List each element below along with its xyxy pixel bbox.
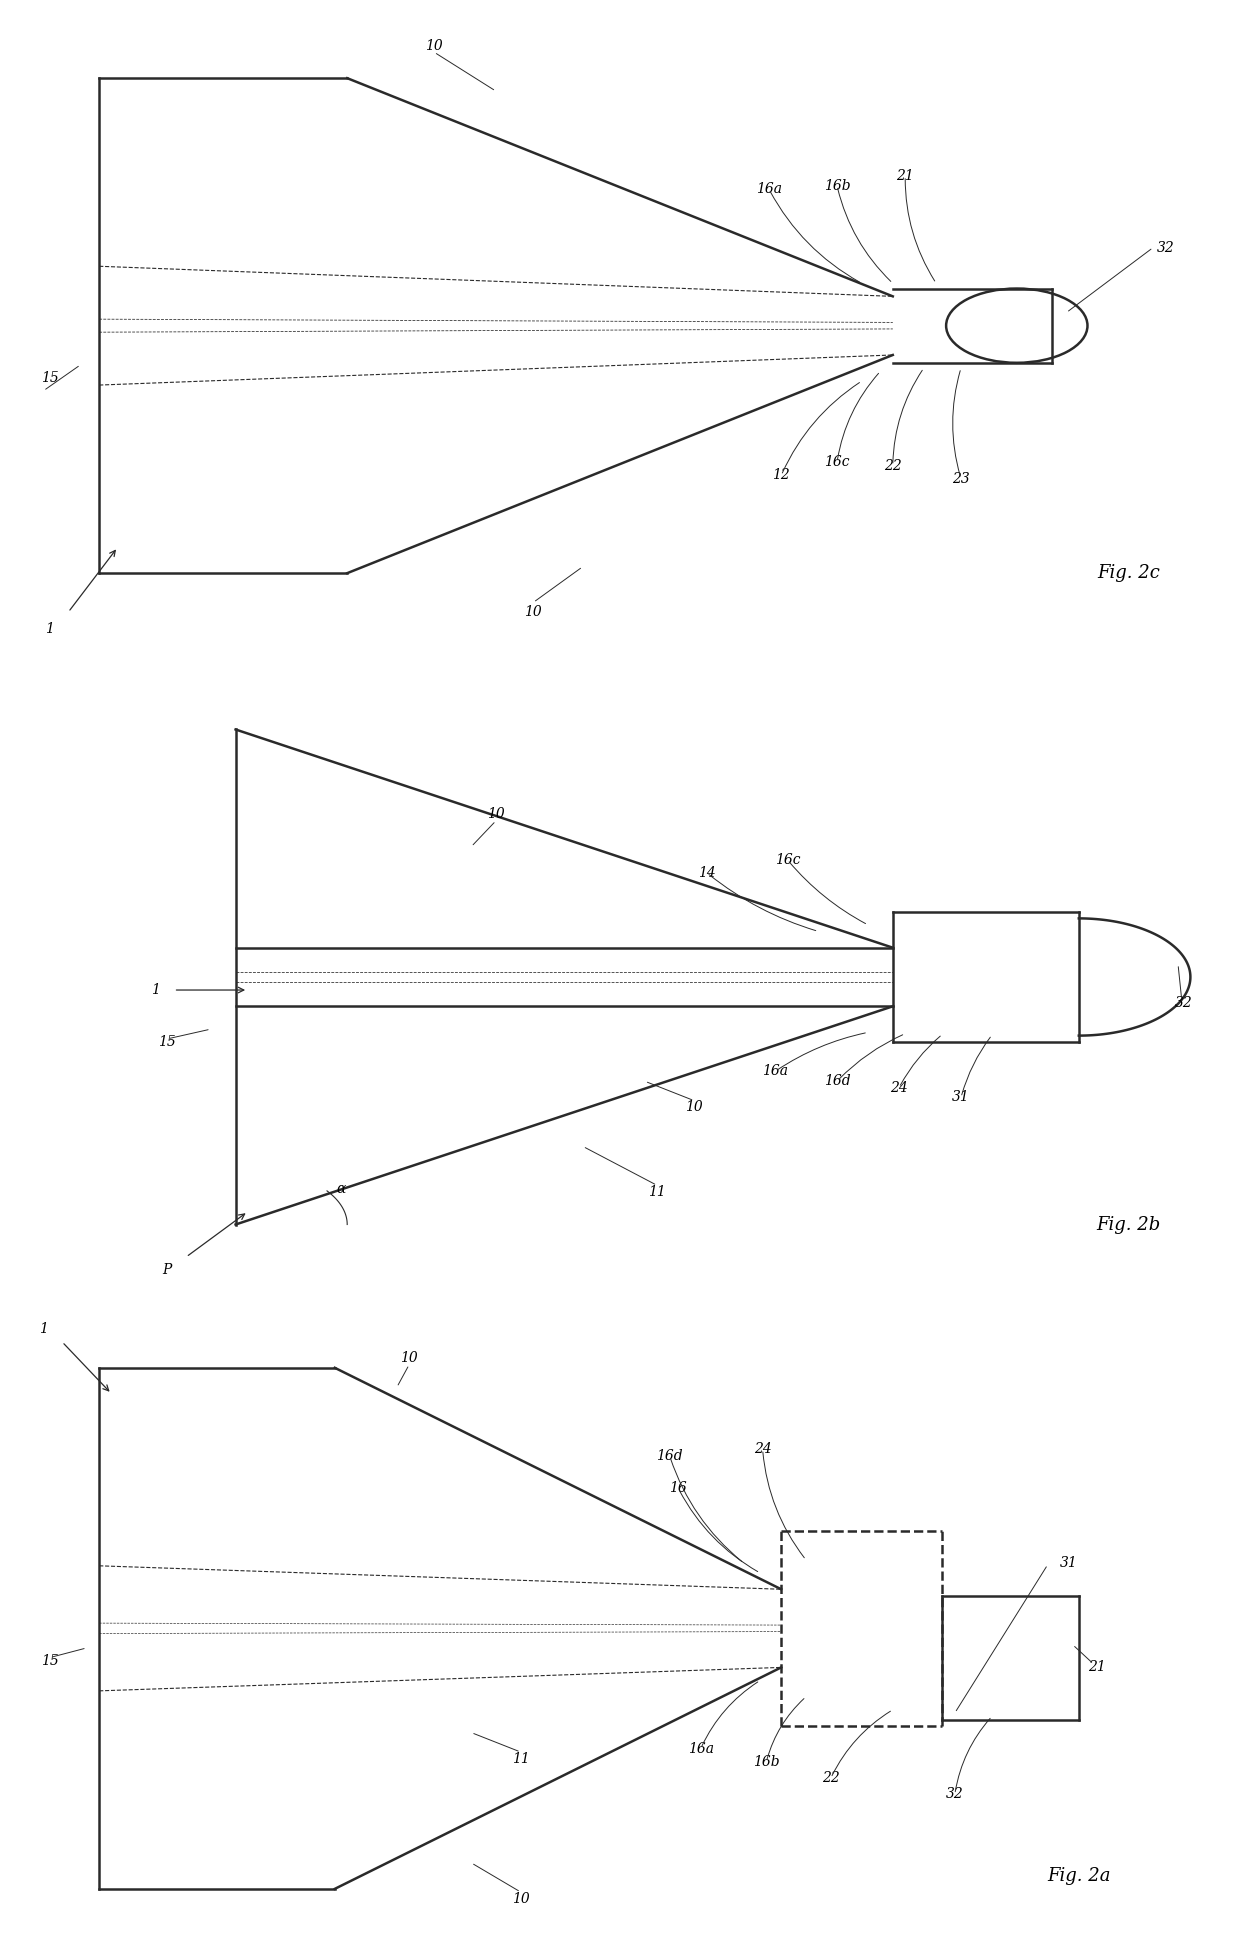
Text: 22: 22 xyxy=(884,459,901,473)
Text: 11: 11 xyxy=(512,1751,529,1766)
Text: Fig. 2a: Fig. 2a xyxy=(1047,1866,1111,1886)
Text: 31: 31 xyxy=(1060,1555,1078,1571)
Text: 16c: 16c xyxy=(825,455,849,469)
Text: 16: 16 xyxy=(670,1481,687,1495)
Text: 1: 1 xyxy=(45,621,55,635)
Text: 10: 10 xyxy=(512,1891,529,1905)
Text: 21: 21 xyxy=(897,168,914,184)
Text: 10: 10 xyxy=(525,606,542,619)
Text: P: P xyxy=(162,1262,172,1278)
Text: 16b: 16b xyxy=(753,1755,780,1768)
Text: 16b: 16b xyxy=(823,178,851,193)
Text: 16d: 16d xyxy=(823,1075,851,1088)
Text: 15: 15 xyxy=(41,1653,58,1669)
Text: 32: 32 xyxy=(1176,997,1193,1010)
Text: 22: 22 xyxy=(822,1770,839,1786)
Text: 15: 15 xyxy=(41,371,58,385)
Text: 12: 12 xyxy=(773,469,790,483)
Text: 16a: 16a xyxy=(756,182,781,195)
Text: 16c: 16c xyxy=(775,852,800,868)
Text: 23: 23 xyxy=(952,471,970,487)
Text: 10: 10 xyxy=(401,1350,418,1366)
Text: 15: 15 xyxy=(159,1036,176,1049)
Text: 11: 11 xyxy=(649,1184,666,1200)
Text: 21: 21 xyxy=(1089,1661,1106,1675)
Text: 10: 10 xyxy=(686,1100,703,1114)
Text: 1: 1 xyxy=(150,983,160,997)
Text: 32: 32 xyxy=(1157,240,1174,254)
Text: 10: 10 xyxy=(425,39,443,53)
Text: 16a: 16a xyxy=(763,1065,787,1079)
Text: 10: 10 xyxy=(487,807,505,821)
Text: 16d: 16d xyxy=(656,1448,683,1464)
Text: 14: 14 xyxy=(698,866,715,879)
Text: 24: 24 xyxy=(754,1442,771,1456)
Text: 16a: 16a xyxy=(688,1741,713,1757)
Text: 32: 32 xyxy=(946,1788,963,1802)
Text: Fig. 2b: Fig. 2b xyxy=(1096,1215,1161,1233)
Text: 24: 24 xyxy=(890,1081,908,1094)
Text: 31: 31 xyxy=(952,1090,970,1104)
Text: α: α xyxy=(336,1182,346,1196)
Text: Fig. 2c: Fig. 2c xyxy=(1097,565,1159,582)
Text: 1: 1 xyxy=(38,1321,48,1337)
